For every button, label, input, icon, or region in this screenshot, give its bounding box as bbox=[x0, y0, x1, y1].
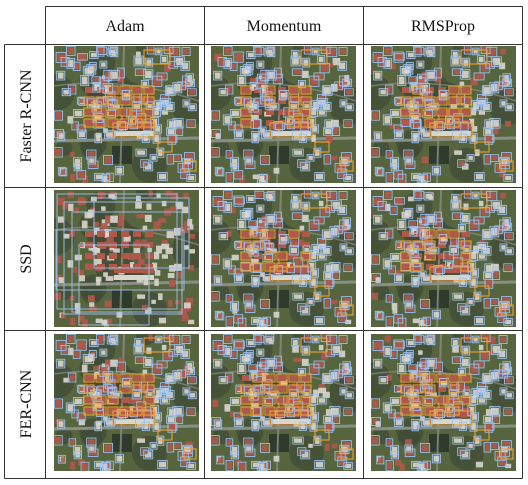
column-header-momentum: Momentum bbox=[247, 18, 322, 35]
image-tile-fer-cnn-momentum bbox=[211, 334, 356, 471]
row-label-faster-rcnn: Faster R-CNN bbox=[18, 69, 35, 162]
image-tile-faster-r-cnn-rmsprop bbox=[371, 46, 516, 183]
image-tile-ssd-adam bbox=[54, 190, 199, 327]
column-header-adam: Adam bbox=[105, 18, 145, 35]
image-tile-ssd-rmsprop bbox=[371, 190, 516, 327]
table-grid-lines bbox=[4, 6, 523, 479]
column-header-rmsprop: RMSProp bbox=[411, 18, 475, 35]
image-tile-fer-cnn-adam bbox=[54, 334, 199, 471]
row-label-fer-cnn: FER-CNN bbox=[18, 369, 35, 438]
image-tile-faster-r-cnn-momentum bbox=[211, 46, 356, 183]
row-label-ssd: SSD bbox=[18, 244, 35, 273]
image-tile-fer-cnn-rmsprop bbox=[371, 334, 516, 471]
image-tile-faster-r-cnn-adam bbox=[54, 46, 199, 183]
image-tile-ssd-momentum bbox=[211, 190, 356, 327]
